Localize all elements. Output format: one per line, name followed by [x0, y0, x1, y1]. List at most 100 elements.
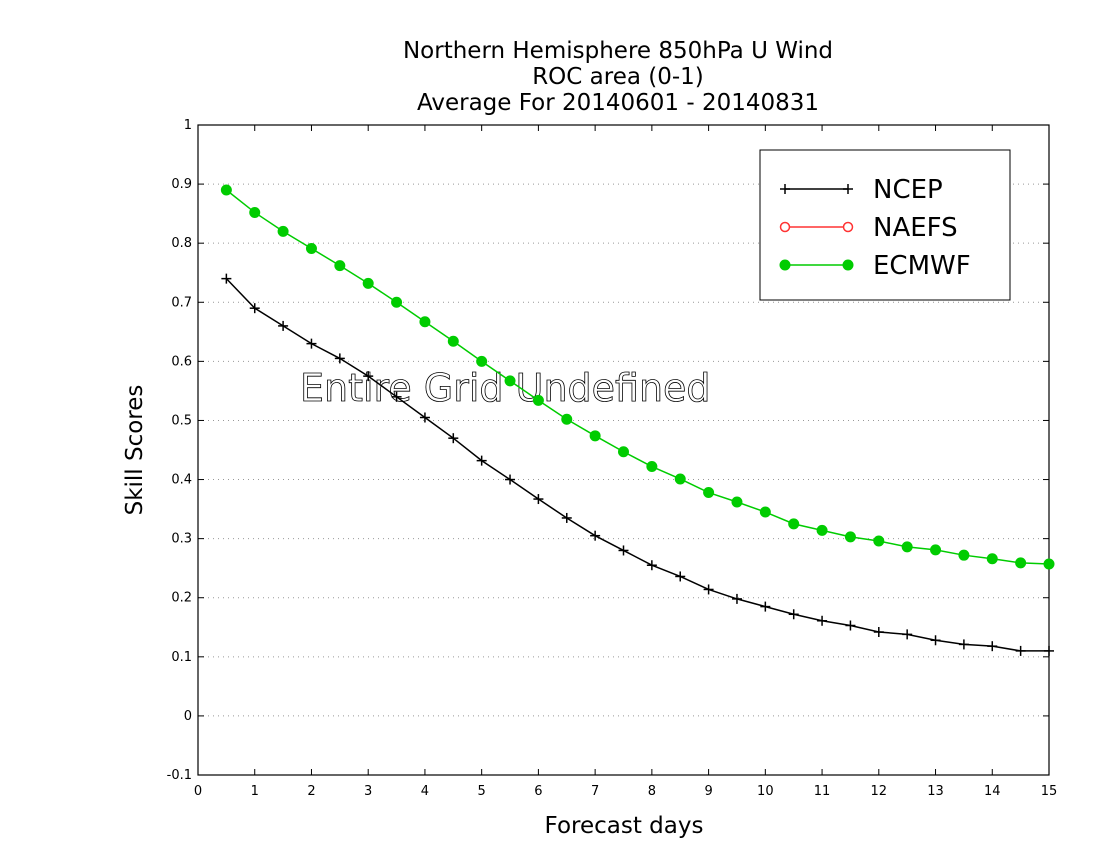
y-tick-label: 0.2: [171, 591, 192, 606]
data-point-ecmwf: [334, 260, 346, 272]
data-point-ncep: [987, 641, 998, 652]
data-point-ecmwf: [844, 531, 856, 543]
data-point-ecmwf: [589, 430, 601, 442]
x-tick-label: 6: [534, 784, 542, 799]
data-point-ncep: [561, 512, 572, 523]
data-point-ncep: [249, 303, 260, 314]
x-tick-label: 11: [814, 784, 831, 799]
data-point-ecmwf: [305, 243, 317, 254]
data-point-ncep: [788, 609, 799, 620]
data-point-ecmwf: [986, 553, 998, 565]
data-point-ecmwf: [646, 461, 658, 473]
legend-marker-ncep: [780, 184, 790, 194]
data-point-ecmwf: [816, 524, 828, 536]
legend-marker-ncep: [843, 184, 853, 194]
data-point-ncep: [618, 545, 629, 556]
data-point-ncep: [278, 320, 289, 331]
data-point-ncep: [391, 391, 402, 402]
gridlines: [198, 183, 1049, 717]
data-point-ecmwf: [788, 518, 800, 530]
data-point-ncep: [448, 433, 459, 444]
y-tick-label: 0.6: [171, 354, 192, 369]
x-tick-label: 8: [648, 784, 656, 799]
data-point-ncep: [1044, 645, 1054, 656]
data-point-ecmwf: [873, 535, 885, 547]
data-point-ncep: [675, 571, 686, 582]
data-point-ncep: [306, 338, 317, 349]
x-tick-label: 12: [871, 784, 888, 799]
chart-title: Northern Hemisphere 850hPa U Wind ROC ar…: [403, 38, 833, 116]
data-point-ecmwf: [504, 375, 516, 387]
legend-label-ncep: NCEP: [873, 175, 943, 205]
data-point-ncep: [590, 530, 601, 541]
data-point-ncep: [873, 627, 884, 637]
series-ecmwf: [220, 184, 1055, 570]
data-point-ncep: [334, 353, 345, 364]
y-tick-label: 0.4: [171, 473, 192, 488]
data-point-ncep: [505, 474, 516, 485]
y-axis-label: Skill Scores: [122, 385, 148, 516]
x-tick-label: 13: [927, 784, 944, 799]
y-tick-label: 0.9: [171, 177, 192, 192]
y-tick-label: 0.5: [171, 413, 192, 428]
y-tick-label: 0.7: [171, 295, 192, 310]
data-point-ecmwf: [447, 335, 459, 347]
legend-marker-naefs: [779, 221, 791, 233]
data-point-ecmwf: [618, 446, 629, 458]
data-point-ncep: [958, 639, 969, 650]
data-point-ncep: [476, 455, 487, 466]
y-tick-label: -0.1: [167, 768, 192, 783]
x-axis-ticks: 0 1 2 3 4 5 6 7 8 9 10 11 12 13 14 15: [194, 125, 1057, 799]
legend-box: [759, 149, 1011, 301]
x-tick-label: 3: [364, 784, 372, 799]
data-point-ecmwf: [674, 473, 686, 485]
data-point-ecmwf: [220, 184, 232, 196]
data-point-ecmwf: [930, 544, 942, 556]
data-point-ecmwf: [362, 277, 374, 289]
legend-marker-ecmwf: [779, 259, 791, 271]
y-tick-label: 0.1: [171, 650, 192, 665]
data-point-ncep: [1015, 645, 1026, 656]
x-tick-label: 0: [194, 784, 202, 799]
legend-label-ecmwf: ECMWF: [873, 251, 971, 281]
x-tick-label: 10: [757, 784, 774, 799]
data-point-ecmwf: [249, 206, 261, 218]
data-point-ecmwf: [901, 541, 913, 553]
data-point-ecmwf: [277, 225, 289, 237]
data-point-ncep: [419, 412, 430, 423]
plot-frame: [197, 124, 1050, 776]
legend-items: NCEP NAEFS ECMWF: [779, 175, 971, 281]
x-tick-label: 1: [251, 784, 259, 799]
data-point-ncep: [221, 273, 232, 284]
title-line-3: Average For 20140601 - 20140831: [417, 90, 819, 116]
legend-item-ecmwf: ECMWF: [779, 251, 971, 281]
title-line-1: Northern Hemisphere 850hPa U Wind: [403, 38, 833, 64]
data-point-ecmwf: [759, 506, 771, 518]
y-tick-label: 0: [184, 709, 192, 724]
data-point-ncep: [760, 601, 771, 612]
data-point-ncep: [817, 615, 828, 626]
data-point-ncep: [363, 371, 374, 382]
y-tick-label: 0.3: [171, 532, 192, 547]
data-point-ncep: [731, 593, 742, 604]
data-point-ncep: [845, 620, 856, 631]
series-line-ncep: [225, 278, 1049, 652]
data-point-ncep: [533, 494, 544, 505]
x-tick-label: 14: [984, 784, 1001, 799]
x-tick-label: 5: [478, 784, 486, 799]
x-axis-label: Forecast days: [545, 813, 704, 839]
data-point-ecmwf: [958, 549, 970, 561]
series-layer: [220, 184, 1055, 656]
x-tick-label: 9: [704, 784, 712, 799]
x-tick-label: 4: [421, 784, 429, 799]
x-tick-label: 7: [591, 784, 599, 799]
data-point-ecmwf: [419, 316, 431, 328]
data-point-ncep: [646, 560, 657, 571]
data-point-ecmwf: [731, 496, 743, 508]
data-point-ecmwf: [391, 296, 403, 308]
legend-marker-ecmwf: [842, 259, 854, 271]
legend-item-naefs: NAEFS: [779, 213, 958, 243]
data-point-ncep: [930, 635, 941, 646]
title-line-2: ROC area (0-1): [532, 64, 704, 90]
